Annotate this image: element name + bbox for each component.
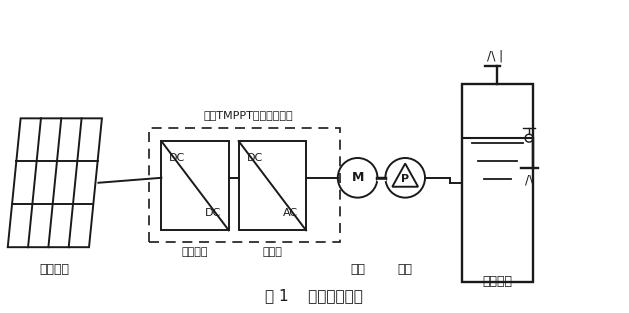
- Text: AC: AC: [282, 208, 298, 218]
- Text: /\: /\: [525, 173, 533, 186]
- Text: |: |: [498, 49, 503, 62]
- Text: DC: DC: [169, 153, 186, 163]
- Text: 图 1    系统的结构图: 图 1 系统的结构图: [265, 288, 363, 303]
- Text: /\: /\: [487, 49, 496, 62]
- Text: 水泵: 水泵: [398, 264, 413, 276]
- Text: DC: DC: [205, 208, 221, 218]
- Text: 具有TMPPT功能的变频器: 具有TMPPT功能的变频器: [204, 110, 293, 121]
- Text: P: P: [401, 174, 409, 184]
- Text: 变频器: 变频器: [262, 247, 282, 257]
- Bar: [238, 141, 306, 230]
- Text: DC: DC: [247, 153, 263, 163]
- Text: 储水装置: 储水装置: [482, 275, 513, 288]
- Text: M: M: [352, 171, 364, 184]
- Text: 光伏阵列: 光伏阵列: [40, 264, 70, 276]
- Bar: [462, 84, 533, 282]
- Bar: [162, 141, 229, 230]
- Bar: [150, 128, 340, 242]
- Text: 升压环节: 升压环节: [182, 247, 208, 257]
- Text: 电机: 电机: [350, 264, 365, 276]
